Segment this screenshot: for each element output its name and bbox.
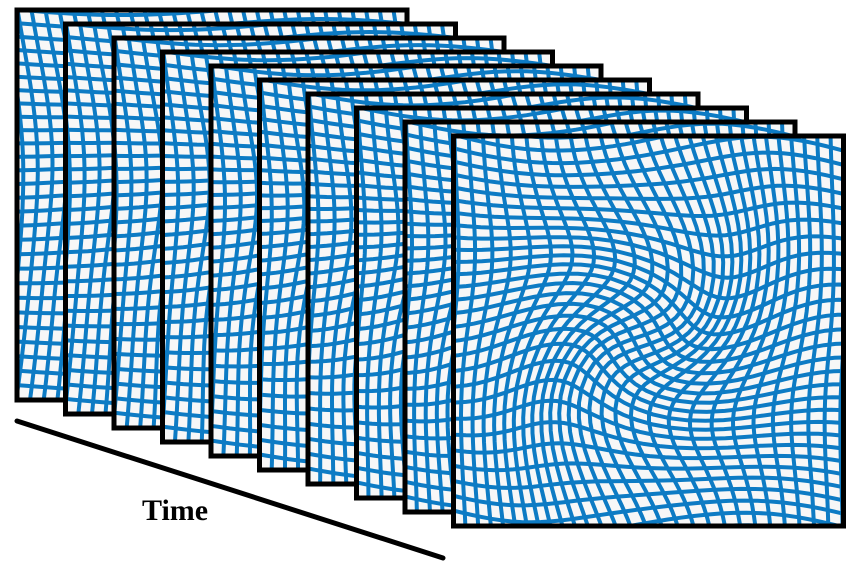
grid-line [0, 0, 9, 436]
grid-line [0, 0, 444, 1]
grid-line [453, 498, 844, 525]
grid-frame-10 [414, 133, 858, 569]
time-axis-label: Time [142, 494, 208, 527]
grid-line [365, 525, 833, 554]
grid-line [613, 136, 726, 526]
grid-line [453, 475, 844, 490]
grid-line [806, 136, 824, 526]
grid-line [414, 538, 858, 569]
time-axis-line [14, 418, 446, 561]
grid-line [628, 136, 735, 526]
grid-line [23, 0, 491, 3]
grid-line [453, 420, 844, 451]
grid-line [453, 341, 844, 414]
grid-line [453, 461, 844, 477]
grid-line [730, 136, 781, 526]
grid-line [453, 441, 844, 464]
grid-line [770, 136, 802, 526]
grid-line [666, 136, 753, 526]
grid-line [453, 486, 844, 508]
grid-line [709, 136, 771, 526]
grid-line [687, 136, 762, 526]
frame-border [451, 133, 846, 529]
grid-line [453, 326, 844, 405]
grid-line [751, 136, 791, 526]
grid-line [822, 136, 836, 526]
grid-line [599, 136, 716, 526]
grid-line [453, 358, 844, 423]
grid-line [453, 377, 844, 432]
grid-line [453, 313, 844, 396]
grid-line [453, 301, 844, 386]
grid-line [789, 136, 813, 526]
grid-line [453, 398, 844, 441]
grid-line [453, 291, 844, 376]
grid-line [702, 523, 784, 526]
grid-line [647, 136, 744, 526]
